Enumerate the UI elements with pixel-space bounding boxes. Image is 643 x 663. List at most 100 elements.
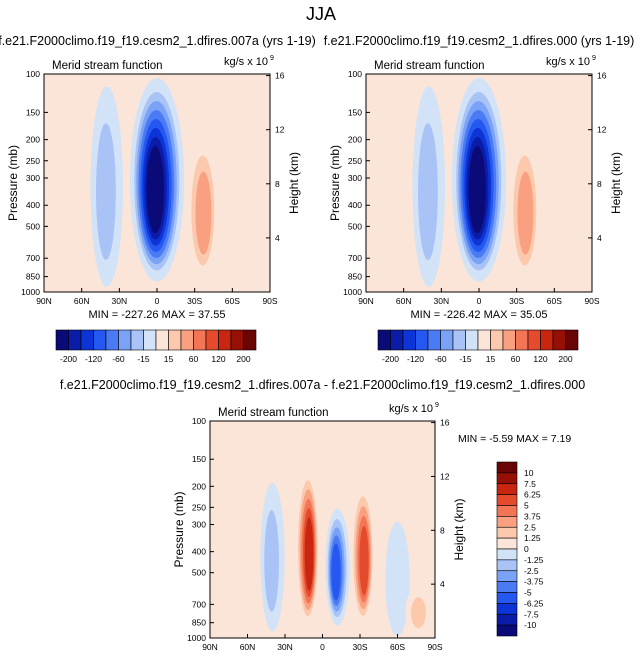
- min-max-label: MIN = -227.26 MAX = 37.55: [89, 309, 226, 321]
- contour-feature: [185, 136, 219, 281]
- colorbar-box: [402, 329, 416, 351]
- colorbar-box: [440, 329, 454, 351]
- chart-panel-1: f.e21.F2000climo.f19_f19.cesm2_1.dfires.…: [0, 34, 316, 321]
- y-axis-label-right: Height (km): [452, 498, 466, 560]
- contour-feature: [560, 157, 592, 280]
- y-tick-label: 850: [26, 272, 40, 282]
- y-tick-label: 700: [26, 253, 40, 263]
- panel-subtitle: Merid stream function: [52, 60, 163, 72]
- x-tick-label: 30N: [112, 296, 128, 306]
- colorbar-box: [477, 329, 491, 351]
- y-tick-label: 200: [26, 135, 40, 145]
- contour-level: [468, 145, 486, 234]
- y-tick-label: 300: [348, 173, 362, 183]
- colorbar-box: [143, 329, 157, 351]
- min-max-label: MIN = -5.59 MAX = 7.19: [458, 433, 571, 445]
- x-tick-label: 60N: [74, 296, 90, 306]
- y-tick-label: 700: [192, 599, 206, 609]
- contour-field: [90, 78, 270, 287]
- colorbar-box: [496, 603, 518, 615]
- contour-level: [359, 525, 369, 596]
- contour-level: [195, 171, 212, 255]
- contour-outer: [238, 157, 270, 280]
- colorbar-box: [496, 483, 518, 495]
- y-tick-label: 500: [348, 221, 362, 231]
- contour-feature: [238, 157, 270, 280]
- panel-title: f.e21.F2000climo.f19_f19.cesm2_1.dfires.…: [60, 378, 585, 392]
- colorbar-box: [496, 570, 518, 582]
- panel-subtitle: Merid stream function: [374, 60, 485, 72]
- x-tick-label: 90N: [202, 642, 218, 652]
- colorbar-label: -7.5: [524, 609, 539, 619]
- y-tick-label: 100: [192, 416, 206, 426]
- x-tick-label: 30S: [509, 296, 524, 306]
- y-right-tick-label: 8: [597, 179, 602, 189]
- colorbar-box: [496, 624, 518, 637]
- y-axis-label-right: Height (km): [609, 152, 623, 214]
- y-axis-label: Pressure (mb): [6, 145, 20, 221]
- y-tick-label: 700: [348, 253, 362, 263]
- colorbar-box: [540, 329, 554, 351]
- panel-title: f.e21.F2000climo.f19_f19.cesm2_1.dfires.…: [0, 34, 316, 48]
- colorbar-label: 15: [486, 354, 496, 364]
- panel-subtitle: Merid stream function: [218, 407, 329, 419]
- colorbar-box: [205, 329, 219, 351]
- x-tick-label: 30S: [352, 642, 367, 652]
- colorbar-label: -1.25: [524, 555, 544, 565]
- y-tick-label: 200: [348, 135, 362, 145]
- x-tick-label: 0: [155, 296, 160, 306]
- units-exponent: 9: [592, 55, 596, 62]
- y-tick-label: 300: [192, 520, 206, 530]
- colorbar-label: -15: [459, 354, 472, 364]
- x-tick-label: 60N: [240, 642, 256, 652]
- y-tick-label: 400: [348, 200, 362, 210]
- x-tick-label: 30N: [434, 296, 450, 306]
- colorbar-box: [496, 559, 518, 572]
- colorbar-label: -60: [434, 354, 447, 364]
- x-tick-label: 90S: [262, 296, 277, 306]
- colorbar-box: [496, 461, 518, 474]
- colorbar-box: [496, 494, 518, 506]
- y-tick-label: 150: [348, 107, 362, 117]
- colorbar-box: [502, 329, 516, 351]
- colorbar-label: 2.5: [524, 522, 536, 532]
- y-axis-label: Pressure (mb): [172, 491, 186, 567]
- colorbar-label: -120: [407, 354, 424, 364]
- y-right-tick-label: 4: [440, 579, 445, 589]
- x-tick-label: 90S: [427, 642, 442, 652]
- colorbar-label: 200: [558, 354, 572, 364]
- y-right-tick-label: 16: [275, 71, 285, 81]
- colorbar-label: -6.25: [524, 598, 544, 608]
- colorbar-label: -15: [137, 354, 150, 364]
- contour-outer: [560, 157, 592, 280]
- contour-feature: [385, 521, 410, 636]
- x-tick-label: 60S: [547, 296, 562, 306]
- units-label: kg/s x 10: [224, 56, 268, 68]
- colorbar-box: [155, 329, 169, 351]
- colorbar-box: [230, 329, 244, 351]
- colorbar-horizontal: -200 -120 -60 -15 15 60 120 200: [55, 329, 257, 364]
- colorbar-box: [496, 516, 518, 528]
- contour-level: [331, 543, 341, 601]
- colorbar-box: [552, 329, 566, 351]
- contour-feature: [451, 78, 507, 282]
- y-tick-label: 1000: [21, 287, 40, 297]
- y-tick-label: 150: [26, 107, 40, 117]
- colorbar-label: -200: [382, 354, 399, 364]
- colorbar-box: [118, 329, 132, 351]
- colorbar-box: [452, 329, 466, 351]
- contour-feature: [412, 86, 446, 287]
- colorbar-label: 7.5: [524, 479, 536, 489]
- chart-panel-2: f.e21.F2000climo.f19_f19.cesm2_1.dfires.…: [324, 34, 635, 321]
- y-axis-label-right: Height (km): [287, 152, 301, 214]
- colorbar-label: -3.75: [524, 577, 544, 587]
- y-tick-label: 400: [192, 547, 206, 557]
- y-right-tick-label: 12: [275, 125, 285, 135]
- y-right-tick-label: 4: [597, 233, 602, 243]
- colorbar-label: -2.5: [524, 566, 539, 576]
- x-tick-label: 90N: [358, 296, 374, 306]
- colorbar-label: 120: [533, 354, 547, 364]
- colorbar-box: [55, 329, 69, 351]
- contour-outer: [385, 521, 410, 636]
